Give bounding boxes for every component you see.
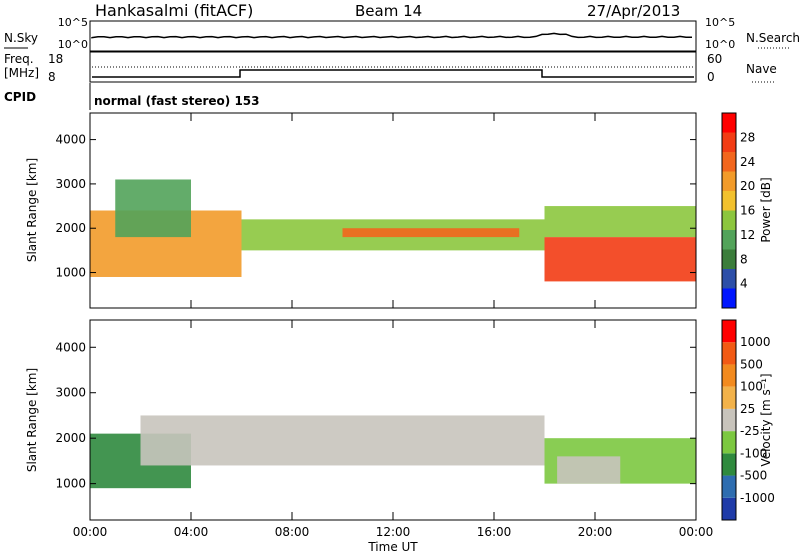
power-colorbar-label: Power [dB]	[759, 177, 773, 242]
time-tick-label-4: 16:00	[477, 525, 512, 539]
time-tick-label-3: 12:00	[376, 525, 411, 539]
time-tick-label-2: 08:00	[275, 525, 310, 539]
velocity-colorbar-segment-6	[722, 364, 736, 387]
power-colorbar-tick-5: 8	[740, 252, 748, 266]
power-colorbar-tick-2: 20	[740, 179, 755, 193]
power-colorbar-tick-1: 24	[740, 155, 755, 169]
velocity-colorbar-segment-4	[722, 408, 736, 432]
power-colorbar-tick-6: 4	[740, 277, 748, 291]
time-tick-label-6: 00:00	[679, 525, 714, 539]
cpid-text: normal (fast stereo) 153	[94, 94, 260, 108]
noise-left-tick-bottom: 10^0	[58, 38, 88, 51]
power-band-1	[115, 179, 191, 238]
power-colorbar-segment-1	[722, 269, 736, 289]
power-band-5	[544, 206, 696, 238]
date-title: 27/Apr/2013	[587, 2, 680, 20]
nave-label: Nave	[746, 62, 777, 76]
velocity-y-label: Slant Range [km]	[25, 368, 39, 472]
power-colorbar-segment-6	[722, 171, 736, 191]
velocity-y-ticks: 1000 2000 3000 4000	[55, 340, 696, 491]
velocity-colorbar-segment-5	[722, 386, 736, 409]
time-axis: 00:00 04:00 08:00 12:00 16:00 20:00 00:00	[73, 113, 714, 539]
velocity-colorbar-tick-7: -1000	[740, 491, 775, 505]
power-colorbar: 28 24 20 16 12 8 4	[721, 112, 755, 309]
nave-tick-bottom: 0	[707, 70, 715, 84]
power-y-label: Slant Range [km]	[25, 158, 39, 262]
power-ytick-label-0: 1000	[55, 266, 86, 280]
velocity-colorbar-segment-0	[722, 497, 736, 520]
power-colorbar-tick-0: 28	[740, 130, 755, 144]
velocity-colorbar-segment-7	[722, 342, 736, 365]
power-colorbar-segment-8	[722, 132, 736, 152]
noise-right-tick-bottom: 10^0	[705, 38, 735, 51]
velocity-band-1	[140, 415, 545, 466]
noise-left-label: N.Sky	[4, 31, 38, 45]
velocity-colorbar: 1000 500 100 25 -25 -100 -500 -1000	[721, 319, 775, 521]
velocity-colorbar-tick-6: -500	[740, 469, 767, 483]
velocity-colorbar-tick-4: -25	[740, 424, 760, 438]
power-colorbar-segment-7	[722, 152, 736, 172]
noise-sky-series	[91, 32, 692, 39]
power-band-4	[544, 237, 696, 282]
power-heatmap	[90, 179, 696, 282]
freq-panel-frame	[89, 51, 697, 83]
power-colorbar-tick-4: 12	[740, 228, 755, 242]
velocity-colorbar-segment-8	[722, 320, 736, 343]
freq-tick-top: 18	[48, 52, 63, 66]
velocity-colorbar-tick-5: -100	[740, 446, 767, 460]
power-ytick-label-2: 3000	[55, 177, 86, 191]
power-ytick-label-3: 4000	[55, 133, 86, 147]
velocity-heatmap	[90, 415, 696, 489]
velocity-band-3	[557, 456, 621, 484]
power-ytick-label-1: 2000	[55, 221, 86, 235]
noise-left-tick-top: 10^5	[58, 16, 88, 29]
time-tick-label-5: 20:00	[578, 525, 613, 539]
velocity-ytick-label-0: 1000	[55, 477, 86, 491]
velocity-ytick-label-2: 3000	[55, 386, 86, 400]
noise-right-tick-top: 10^5	[705, 16, 735, 29]
time-axis-label: Time UT	[367, 540, 418, 554]
power-colorbar-segment-2	[722, 249, 736, 269]
velocity-colorbar-segment-1	[722, 475, 736, 498]
power-y-ticks: 1000 2000 3000 4000	[55, 133, 696, 280]
time-tick-label-0: 00:00	[73, 525, 108, 539]
velocity-colorbar-tick-0: 1000	[740, 335, 771, 349]
velocity-colorbar-tick-3: 25	[740, 402, 755, 416]
power-colorbar-segment-5	[722, 191, 736, 211]
velocity-colorbar-segment-2	[722, 453, 736, 476]
velocity-colorbar-tick-2: 100	[740, 380, 763, 394]
power-colorbar-segment-4	[722, 210, 736, 230]
freq-label-2: [MHz]	[4, 66, 39, 80]
nave-tick-top: 60	[707, 52, 722, 66]
velocity-colorbar-tick-1: 500	[740, 357, 763, 371]
noise-panel-frame	[89, 20, 697, 52]
noise-right-label: N.Search	[746, 31, 800, 45]
freq-series	[92, 69, 694, 78]
beam-title: Beam 14	[355, 2, 422, 20]
power-colorbar-segment-0	[722, 288, 736, 308]
velocity-colorbar-segment-3	[722, 431, 736, 454]
power-colorbar-frame	[721, 112, 737, 309]
station-title: Hankasalmi (fitACF)	[95, 1, 253, 20]
power-colorbar-tick-3: 16	[740, 204, 755, 218]
power-band-3	[342, 228, 520, 238]
velocity-ytick-label-1: 2000	[55, 431, 86, 445]
freq-label-1: Freq.	[4, 52, 34, 66]
power-colorbar-segment-3	[722, 230, 736, 250]
cpid-label: CPID	[4, 90, 36, 104]
velocity-ytick-label-3: 4000	[55, 340, 86, 354]
velocity-colorbar-label: Velocity [m s⁻¹]	[759, 373, 773, 466]
power-colorbar-segment-9	[722, 113, 736, 133]
freq-tick-bottom: 8	[48, 70, 56, 84]
time-tick-label-1: 04:00	[174, 525, 209, 539]
velocity-colorbar-frame	[721, 319, 737, 521]
